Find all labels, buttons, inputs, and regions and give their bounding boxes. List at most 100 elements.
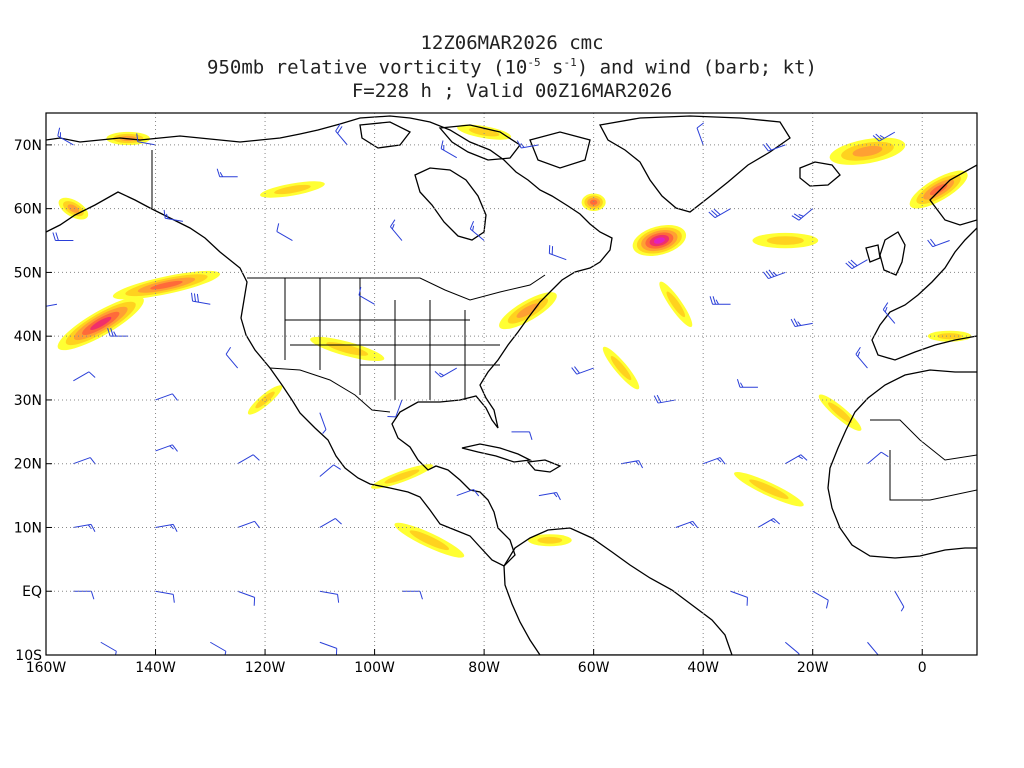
vorticity-contour: [67, 204, 80, 213]
barb-staff: [696, 127, 704, 146]
wind-barb: [538, 491, 561, 501]
wind-barb: [696, 122, 704, 146]
barb-flag: [715, 299, 719, 305]
barb-flag: [196, 293, 199, 303]
wind-barb: [855, 346, 868, 369]
barb-flag: [113, 331, 117, 337]
border-us-mexico: [269, 367, 391, 413]
coast-north-america: [46, 115, 613, 567]
barb-flag: [337, 594, 340, 603]
barb-staff: [319, 518, 336, 528]
barb-flag: [472, 225, 475, 231]
wind-barb: [319, 412, 327, 434]
barb-flag: [216, 168, 221, 177]
barb-flag: [114, 651, 117, 655]
barb-flag: [172, 594, 175, 603]
barb-staff: [440, 367, 457, 378]
barb-flag: [635, 460, 640, 466]
barb-staff: [538, 491, 557, 497]
barb-flag: [884, 306, 888, 313]
vorticity-feature: [112, 270, 221, 300]
title-line-2-pre: 950mb relative vorticity (10: [207, 56, 528, 79]
lat-label: 30N: [14, 393, 42, 409]
barb-staff: [73, 457, 91, 465]
wind-barb: [653, 394, 676, 404]
wind-barb: [872, 131, 896, 142]
lon-label: 120W: [245, 660, 286, 676]
vorticity-contour: [666, 291, 686, 318]
barb-flag: [930, 238, 936, 246]
barb-flag: [193, 293, 197, 302]
wind-barb: [155, 444, 178, 452]
wind-barb: [867, 451, 889, 465]
vorticity-contour: [766, 236, 804, 245]
wind-barb: [703, 457, 726, 465]
wind-barb: [708, 208, 731, 219]
title-line-3: F=228 h ; Valid 00Z16MAR2026: [351, 80, 673, 102]
barb-staff: [867, 451, 882, 465]
barb-flag: [713, 208, 721, 216]
barb-staff: [100, 641, 117, 652]
barb-flag: [845, 262, 853, 270]
barb-flag: [553, 492, 558, 498]
wind-barb: [216, 168, 238, 178]
barb-flag: [716, 458, 722, 463]
vorticity-contour: [828, 402, 853, 423]
vorticity-contour: [653, 237, 665, 244]
vorticity-contour: [516, 303, 540, 318]
coast-arctic-island-2: [359, 121, 411, 149]
wind-barb: [276, 223, 293, 241]
barb-flag: [768, 269, 775, 277]
wind-barb: [730, 590, 748, 606]
coast-south-america: [503, 527, 733, 655]
barb-flag: [798, 214, 804, 217]
lat-label: 50N: [14, 265, 42, 281]
barb-staff: [390, 226, 403, 241]
wind-barb: [319, 590, 340, 603]
wind-barb: [675, 520, 699, 529]
vorticity-contour: [937, 333, 962, 340]
longitude-labels: 160W 140W 120W 100W 80W 60W 40W 20W 0: [26, 660, 927, 676]
barb-flag: [172, 524, 178, 533]
barb-flag: [89, 457, 96, 465]
vorticity-contour: [590, 199, 598, 205]
barb-flag: [434, 371, 442, 378]
wind-barb: [73, 590, 95, 600]
wind-barb: [57, 127, 74, 146]
wind-barb: [73, 523, 96, 533]
coast-africa: [827, 369, 977, 559]
barb-flag: [87, 524, 92, 530]
barb-flag: [55, 232, 59, 241]
barb-flag: [711, 210, 718, 217]
title-line-2-mid: s: [540, 56, 564, 79]
barb-staff: [237, 520, 255, 528]
vorticity-contour: [274, 184, 311, 195]
coast-greenland: [599, 115, 791, 213]
barb-staff: [812, 590, 829, 601]
barb-flag: [656, 394, 662, 403]
barb-flag: [692, 521, 699, 529]
barb-flag: [571, 367, 578, 375]
vorticity-contour: [537, 536, 563, 544]
barb-flag: [712, 296, 717, 305]
axis-ticks: [45, 144, 923, 656]
barb-flag: [847, 261, 855, 268]
lon-label: 100W: [354, 660, 395, 676]
barb-flag: [879, 135, 885, 139]
vorticity-feature: [829, 137, 906, 165]
vorticity-feature: [310, 336, 385, 362]
barb-staff: [319, 412, 327, 430]
barb-flag: [762, 144, 769, 152]
barb-flag: [90, 524, 96, 533]
vorticity-feature: [58, 197, 89, 220]
plot-frame: [45, 112, 978, 656]
barb-flag: [520, 143, 525, 148]
barb-staff: [675, 520, 693, 528]
lon-label: 0: [918, 660, 927, 676]
wind-barb: [387, 399, 403, 418]
wind-barb: [469, 221, 485, 241]
barb-flag: [169, 445, 174, 450]
coast-europe: [871, 227, 977, 361]
barb-flag: [696, 122, 704, 129]
barb-staff: [395, 399, 403, 418]
